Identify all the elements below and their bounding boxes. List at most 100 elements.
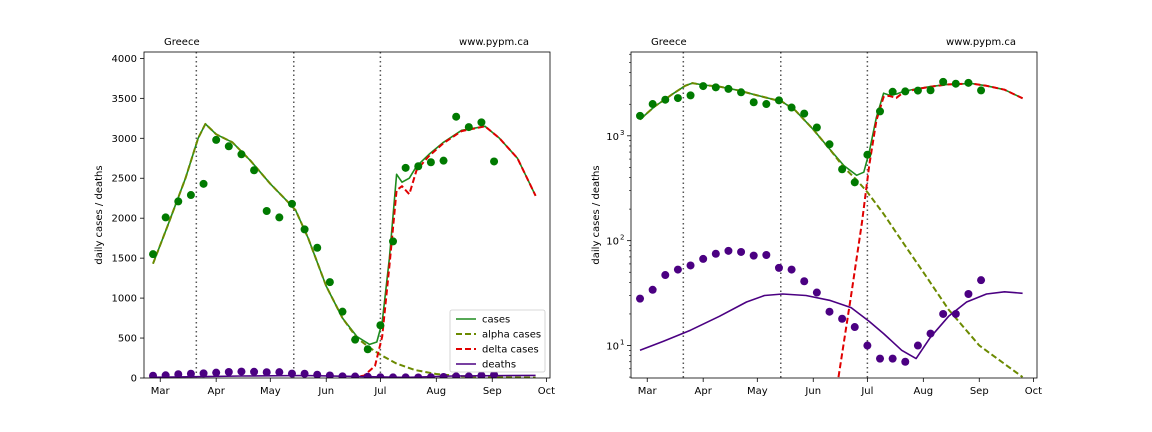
data-point-deaths-data (800, 277, 809, 286)
data-point-cases-data (300, 225, 309, 234)
legend-label: deaths (482, 360, 516, 371)
x-tick-label: Apr (695, 386, 713, 397)
data-point-deaths-data (939, 309, 948, 318)
chart-title: Greece (651, 37, 687, 48)
data-point-cases-data (490, 157, 499, 166)
data-point-cases-data (186, 191, 195, 200)
x-tick-label: Aug (427, 386, 447, 397)
x-tick-label: Sep (970, 386, 989, 397)
data-point-cases-data (452, 112, 461, 121)
data-point-cases-data (325, 278, 334, 287)
y-tick-label: 10 (606, 237, 619, 248)
y-tick-label: 1500 (112, 254, 137, 265)
data-point-cases-data (787, 103, 796, 112)
y-tick-label: 500 (118, 334, 137, 345)
data-point-cases-data (951, 79, 960, 88)
data-point-deaths-data (464, 372, 473, 378)
y-tick-label: 0 (131, 374, 137, 385)
x-tick-label: Jul (860, 386, 873, 397)
data-point-cases-data (686, 91, 695, 100)
data-point-cases-data (913, 86, 922, 95)
legend-label: cases (482, 315, 510, 326)
y-tick-label: 2500 (112, 174, 137, 185)
data-point-cases-data (439, 156, 448, 165)
data-point-cases-data (414, 162, 423, 171)
data-point-cases-data (199, 179, 208, 188)
x-tick-label: Mar (638, 386, 658, 397)
data-point-cases-data (426, 158, 435, 167)
x-tick-label: Jun (317, 386, 334, 397)
data-point-cases-data (161, 213, 170, 222)
data-point-cases-data (477, 118, 486, 127)
data-point-deaths-data (224, 368, 233, 377)
chart-title: Greece (164, 37, 200, 48)
data-point-cases-data (699, 82, 708, 91)
data-point-cases-data (749, 98, 758, 107)
data-point-cases-data (926, 86, 935, 95)
data-point-cases-data (224, 142, 233, 151)
data-point-cases-data (351, 335, 360, 344)
data-point-cases-data (174, 197, 183, 206)
data-point-cases-data (673, 94, 682, 103)
data-point-cases-data (287, 199, 296, 208)
data-point-cases-data (648, 100, 657, 109)
x-tick-label: Mar (151, 386, 171, 397)
data-point-deaths-data (212, 368, 221, 377)
y-tick-exponent: 3 (620, 129, 624, 137)
data-point-deaths-data (161, 371, 170, 378)
data-point-deaths-data (863, 341, 872, 350)
data-point-cases-data (977, 86, 986, 95)
data-point-deaths-data (186, 369, 195, 378)
data-point-deaths-data (901, 357, 910, 366)
legend-box (449, 309, 546, 373)
data-point-cases-data (401, 163, 410, 172)
data-point-deaths-data (351, 372, 360, 378)
data-point-deaths-data (149, 371, 158, 378)
data-point-cases-data (338, 307, 347, 316)
data-point-cases-data (863, 150, 872, 159)
series-line-cases (639, 82, 1023, 177)
x-tick-label: Oct (1025, 386, 1042, 397)
data-point-cases-data (838, 165, 847, 174)
data-point-deaths-data (401, 373, 410, 378)
data-point-deaths-data (762, 250, 771, 259)
data-point-deaths-data (673, 265, 682, 274)
x-tick-label: Sep (483, 386, 502, 397)
data-point-deaths-data (287, 369, 296, 378)
data-point-cases-data (250, 166, 259, 175)
x-tick-label: Jun (804, 386, 821, 397)
data-point-deaths-data (174, 370, 183, 378)
data-point-deaths-data (477, 371, 486, 378)
data-point-deaths-data (262, 368, 271, 377)
y-tick-label: 3500 (112, 94, 137, 105)
data-point-deaths-data (774, 263, 783, 272)
chart-panel-1: Mar Apr May Jun Jul Aug Sep Oct 0 500 1000 1500 2000… (94, 37, 555, 397)
data-point-deaths-data (686, 261, 695, 270)
data-point-deaths-data (439, 372, 448, 378)
data-point-deaths-data (812, 288, 821, 297)
plot-area (149, 52, 537, 378)
data-point-cases-data (464, 123, 473, 132)
series-line-alpha-cases (152, 122, 536, 378)
data-point-cases-data (888, 87, 897, 96)
y-tick-label: 4000 (112, 54, 137, 65)
data-point-cases-data (901, 87, 910, 96)
x-tick-label: Apr (208, 386, 226, 397)
data-point-deaths-data (711, 249, 720, 258)
data-point-deaths-data (977, 276, 986, 285)
data-point-deaths-data (876, 354, 885, 363)
data-point-deaths-data (313, 370, 322, 378)
data-point-cases-data (212, 135, 221, 144)
data-point-deaths-data (913, 341, 922, 350)
data-point-deaths-data (648, 285, 657, 294)
data-point-cases-data (724, 84, 733, 93)
y-tick-exponent: 2 (620, 234, 624, 242)
legend-label: alpha cases (482, 330, 541, 341)
data-point-cases-data (774, 96, 783, 105)
data-point-cases-data (275, 213, 284, 222)
data-point-deaths-data (724, 246, 733, 255)
data-point-cases-data (661, 95, 670, 104)
data-point-deaths-data (275, 368, 284, 377)
data-point-cases-data (149, 250, 158, 259)
